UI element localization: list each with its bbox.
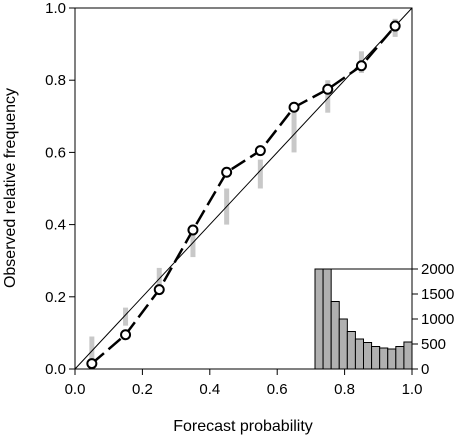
- reliability-point: [86, 358, 98, 370]
- inset-bar: [330, 301, 340, 370]
- reliability-point: [355, 60, 367, 72]
- inset-tick-label: 500: [421, 336, 446, 353]
- y-tick-label: 0.4: [45, 217, 66, 234]
- inset-bar: [395, 346, 405, 370]
- inset-bar: [314, 268, 324, 370]
- x-axis: 0.0 0.2 0.4 0.6 0.8 1.0: [65, 369, 423, 398]
- reliability-point: [254, 145, 266, 157]
- consistency-bar: [123, 307, 129, 326]
- inset-tick-label: 2000: [421, 261, 454, 278]
- reliability-points: [86, 20, 401, 370]
- reliability-point: [322, 83, 334, 95]
- plot-border: [74, 7, 413, 370]
- inset-bar: [363, 342, 373, 370]
- inset-bar: [379, 347, 389, 370]
- reliability-curve: [90, 25, 397, 365]
- x-tick-label: 0.4: [199, 381, 220, 398]
- consistency-bar: [291, 112, 297, 153]
- y-tick-label: 1.0: [45, 0, 66, 17]
- x-tick-label: 1.0: [402, 381, 423, 398]
- consistency-bar: [257, 159, 263, 189]
- inset-tick-label: 0: [421, 361, 429, 378]
- inset-bar: [403, 341, 413, 370]
- consistency-bar: [190, 224, 196, 258]
- x-axis-title: Forecast probability: [173, 418, 313, 435]
- y-tick-label: 0.8: [45, 72, 66, 89]
- inset-bar: [371, 346, 381, 370]
- inset-bar: [322, 268, 332, 370]
- inset-tick-label: 1500: [421, 286, 454, 303]
- reliability-point: [153, 284, 165, 296]
- consistency-bar: [89, 336, 95, 362]
- inset-tick-label: 1000: [421, 311, 454, 328]
- inset-bar: [387, 348, 397, 370]
- plot-frame: [74, 7, 413, 370]
- x-tick-label: 0.6: [267, 381, 288, 398]
- reliability-point: [389, 20, 401, 32]
- inset-bar: [354, 338, 364, 370]
- y-tick-label: 0.2: [45, 289, 66, 306]
- y-axis-title: Observed relative frequency: [2, 88, 19, 288]
- x-tick-label: 0.8: [334, 381, 355, 398]
- y-axis: 0.0 0.2 0.4 0.6 0.8 1.0: [45, 0, 75, 378]
- reliability-point: [120, 329, 132, 341]
- consistency-bar: [325, 80, 331, 113]
- y-tick-label: 0.0: [45, 361, 66, 378]
- x-tick-label: 0.2: [132, 381, 153, 398]
- inset-histogram: 0 500 1000 1500 2000: [314, 261, 454, 378]
- x-tick-label: 0.0: [65, 381, 86, 398]
- y-tick-label: 0.6: [45, 144, 66, 161]
- reliability-point: [288, 101, 300, 113]
- inset-bar: [338, 318, 348, 370]
- reliability-point: [187, 224, 199, 236]
- reliability-line: [90, 25, 397, 365]
- inset-bar: [346, 331, 356, 370]
- reliability-point: [221, 166, 233, 178]
